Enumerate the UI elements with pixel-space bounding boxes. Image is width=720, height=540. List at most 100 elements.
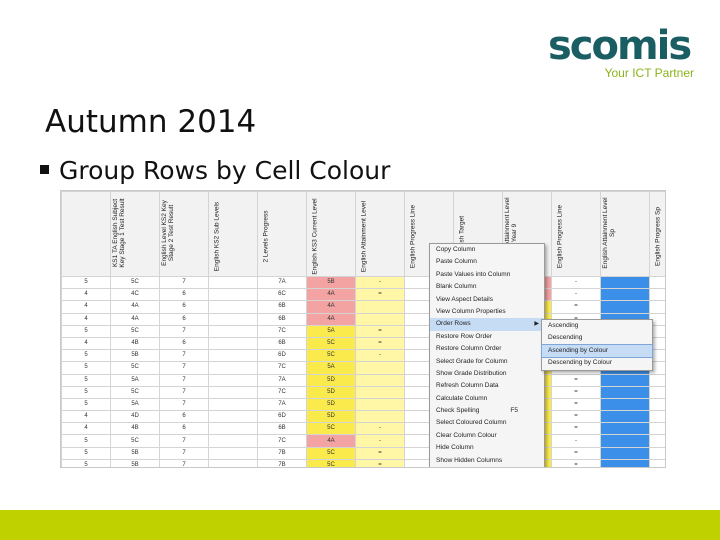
context-menu-item[interactable]: Calculate Column: [430, 393, 544, 405]
grid-cell[interactable]: 7: [159, 458, 209, 467]
grid-cell[interactable]: [208, 275, 258, 290]
grid-cell[interactable]: [355, 373, 405, 387]
table-row[interactable]: 55A77A5D7D6A=53: [61, 373, 665, 387]
context-menu-item[interactable]: Refresh Column Data: [430, 380, 544, 392]
grid-cell[interactable]: 5B: [110, 446, 160, 460]
grid-cell[interactable]: [649, 434, 665, 448]
grid-cell[interactable]: [208, 336, 258, 351]
column-header[interactable]: [61, 191, 111, 277]
grid-cell[interactable]: [600, 446, 650, 460]
grid-cell[interactable]: 5D: [306, 373, 356, 387]
grid-cell[interactable]: 5D: [306, 410, 356, 424]
grid-cell[interactable]: [649, 385, 665, 399]
grid-cell[interactable]: [649, 300, 665, 314]
grid-cell[interactable]: [600, 458, 650, 467]
grid-cell[interactable]: 7: [159, 446, 209, 460]
column-header[interactable]: KS1 TA English Subject Key Stage 1 Test …: [110, 191, 160, 277]
grid-cell[interactable]: 4D: [110, 410, 160, 424]
grid-cell[interactable]: [649, 324, 665, 338]
grid-cell[interactable]: 7: [159, 373, 209, 387]
grid-cell[interactable]: =: [551, 410, 601, 424]
grid-cell[interactable]: [208, 422, 258, 436]
grid-cell[interactable]: 7A: [257, 373, 307, 387]
context-menu-item[interactable]: Blank Column: [430, 281, 544, 293]
grid-cell[interactable]: 4: [61, 410, 111, 424]
grid-cell[interactable]: 5A: [110, 397, 160, 412]
grid-cell[interactable]: [355, 312, 405, 326]
grid-cell[interactable]: 5: [61, 397, 111, 412]
grid-cell[interactable]: [649, 373, 665, 387]
grid-cell[interactable]: [600, 288, 650, 302]
grid-cell[interactable]: 7C: [257, 385, 307, 399]
grid-cell[interactable]: =: [551, 458, 601, 467]
grid-cell[interactable]: 7B: [257, 458, 307, 467]
grid-cell[interactable]: [208, 385, 258, 399]
grid-cell[interactable]: 5C: [110, 434, 160, 448]
grid-cell[interactable]: 7: [159, 349, 209, 363]
grid-cell[interactable]: 7C: [257, 324, 307, 338]
grid-cell[interactable]: =: [355, 458, 405, 467]
table-row[interactable]: 55A77A5D7D6A=53: [61, 397, 665, 412]
grid-cell[interactable]: [600, 385, 650, 399]
grid-cell[interactable]: 6B: [257, 312, 307, 326]
grid-cell[interactable]: 4A: [306, 312, 356, 326]
grid-cell[interactable]: =: [551, 422, 601, 436]
grid-cell[interactable]: 7A: [257, 397, 307, 412]
context-menu-item[interactable]: Clear Column Colour: [430, 430, 544, 442]
grid-cell[interactable]: 4: [61, 300, 111, 314]
grid-cell[interactable]: -: [355, 275, 405, 290]
grid-cell[interactable]: 7: [159, 324, 209, 338]
grid-cell[interactable]: 6D: [257, 410, 307, 424]
grid-cell[interactable]: 4: [61, 336, 111, 351]
grid-cell[interactable]: 6: [159, 422, 209, 436]
grid-cell[interactable]: [600, 397, 650, 412]
grid-cell[interactable]: 4A: [306, 434, 356, 448]
grid-cell[interactable]: 6: [159, 288, 209, 302]
grid-cell[interactable]: 7C: [257, 361, 307, 375]
context-menu-item[interactable]: Paste Values into Column: [430, 269, 544, 281]
grid-cell[interactable]: 4: [61, 422, 111, 436]
column-header[interactable]: English Progress Line: [551, 191, 601, 277]
grid-cell[interactable]: 4A: [110, 300, 160, 314]
grid-cell[interactable]: [355, 361, 405, 375]
table-row[interactable]: 44A66B4A6C5B=53: [61, 300, 665, 314]
grid-cell[interactable]: 5A: [110, 373, 160, 387]
grid-cell[interactable]: [355, 410, 405, 424]
grid-cell[interactable]: [208, 300, 258, 314]
grid-cell[interactable]: 7C: [257, 434, 307, 448]
grid-cell[interactable]: 5: [61, 434, 111, 448]
grid-cell[interactable]: [208, 410, 258, 424]
grid-cell[interactable]: [600, 422, 650, 436]
grid-cell[interactable]: [600, 410, 650, 424]
grid-cell[interactable]: 5C: [306, 446, 356, 460]
grid-cell[interactable]: 5: [61, 275, 111, 290]
grid-cell[interactable]: [649, 422, 665, 436]
grid-cell[interactable]: 5B: [306, 275, 356, 290]
grid-cell[interactable]: 7: [159, 361, 209, 375]
context-menu-item[interactable]: Select Coloured Column: [430, 417, 544, 429]
grid-cell[interactable]: 4A: [306, 288, 356, 302]
grid-cell[interactable]: 5D: [306, 385, 356, 399]
grid-cell[interactable]: 5C: [306, 422, 356, 436]
grid-cell[interactable]: [649, 397, 665, 412]
column-header[interactable]: English Progress Sp: [649, 191, 665, 277]
grid-cell[interactable]: =: [355, 288, 405, 302]
grid-cell[interactable]: 5: [61, 349, 111, 363]
grid-cell[interactable]: 6C: [257, 288, 307, 302]
context-menu-item[interactable]: Hide Column: [430, 442, 544, 454]
submenu-item[interactable]: Ascending by Colour: [541, 343, 653, 359]
grid-cell[interactable]: =: [551, 385, 601, 399]
grid-cell[interactable]: 5: [61, 385, 111, 399]
grid-cell[interactable]: 5C: [110, 361, 160, 375]
grid-cell[interactable]: 7A: [257, 275, 307, 290]
grid-cell[interactable]: 5: [61, 446, 111, 460]
grid-cell[interactable]: -: [355, 434, 405, 448]
grid-cell[interactable]: [649, 410, 665, 424]
submenu-item[interactable]: Descending by Colour: [548, 359, 612, 367]
context-menu-item[interactable]: View Aspect Details: [430, 294, 544, 306]
grid-cell[interactable]: [208, 324, 258, 338]
